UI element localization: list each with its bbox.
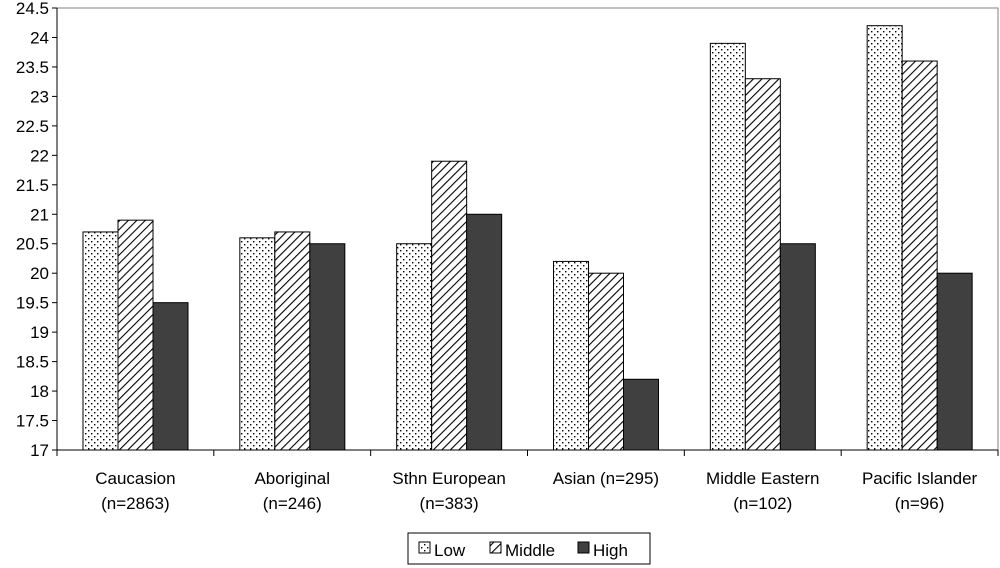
legend-swatch-low: [418, 541, 431, 554]
x-category-label-line: (n=383): [420, 494, 479, 513]
y-tick-label: 17.5: [16, 412, 49, 431]
x-category-label-line: Pacific Islander: [862, 469, 978, 488]
bar-high-5: [936, 272, 973, 451]
bar-low-1: [239, 237, 276, 451]
x-axis: Caucasion (n=2863) Aboriginal (n=246) Sthn E…: [56, 449, 999, 513]
bar-high-1: [309, 243, 346, 451]
y-tick-label: 22: [30, 146, 49, 165]
bar-middle-3: [588, 272, 624, 451]
bar-high-2: [466, 213, 503, 451]
plot-frame: [56, 7, 999, 451]
bar-low-4: [709, 42, 746, 451]
y-tick-label: 18.5: [16, 353, 49, 372]
x-category-label: Pacific Islander (n=96): [862, 469, 978, 513]
bar-middle-4: [744, 78, 781, 451]
x-category-label-line: (n=246): [263, 494, 322, 513]
y-tick-label: 24: [30, 28, 49, 47]
x-category-label-line: (n=96): [895, 494, 945, 513]
legend-label-high: High: [593, 541, 628, 560]
y-tick-label: 23.5: [16, 58, 49, 77]
x-category-label: Aboriginal (n=246): [254, 469, 330, 513]
bar-low-0: [82, 231, 119, 451]
y-tick-label: 17: [30, 441, 49, 460]
legend-label-low: Low: [434, 541, 466, 560]
bar-middle-5: [901, 60, 938, 451]
bar-low-2: [396, 243, 433, 451]
x-category-label-line: (n=102): [733, 494, 792, 513]
y-tick-label: 19: [30, 323, 49, 342]
x-category-label: Caucasion (n=2863): [95, 469, 175, 513]
bar-low-5: [866, 25, 903, 451]
x-category-label-line: Asian (n=295): [553, 469, 659, 488]
legend-swatch-high: [577, 541, 590, 554]
y-axis: 17 17.5 18 18.5 19 19.5 20 20.5 21 21.5 22 22.5 23 23…: [16, 0, 58, 460]
bars: [82, 25, 973, 451]
x-category-label-line: Sthn European: [392, 469, 505, 488]
x-category-label: Middle Eastern (n=102): [706, 469, 819, 513]
bar-middle-0: [117, 219, 154, 451]
x-category-label: Asian (n=295): [553, 469, 659, 488]
bar-high-3: [623, 378, 659, 451]
y-tick-label: 21.5: [16, 176, 49, 195]
x-category-label-line: Middle Eastern: [706, 469, 819, 488]
y-tick-label: 20.5: [16, 235, 49, 254]
legend-box: [407, 532, 651, 565]
y-tick-label: 21: [30, 205, 49, 224]
bar-low-3: [553, 260, 589, 451]
y-tick-label: 23: [30, 87, 49, 106]
legend-swatch-middle: [489, 541, 502, 554]
x-category-label-line: (n=2863): [101, 494, 170, 513]
y-tick-label: 19.5: [16, 294, 49, 313]
x-category-label: Sthn European (n=383): [392, 469, 505, 513]
legend: Low Middle High: [407, 532, 651, 565]
x-category-label-line: Caucasion: [95, 469, 175, 488]
bar-high-4: [779, 243, 816, 451]
y-tick-label: 24.5: [16, 0, 49, 18]
y-tick-label: 18: [30, 382, 49, 401]
x-category-label-line: Aboriginal: [254, 469, 330, 488]
bar-high-0: [152, 302, 189, 451]
y-tick-label: 22.5: [16, 117, 49, 136]
legend-label-middle: Middle: [505, 541, 555, 560]
y-tick-label: 20: [30, 264, 49, 283]
bar-middle-1: [274, 231, 311, 451]
bar-middle-2: [431, 160, 468, 451]
